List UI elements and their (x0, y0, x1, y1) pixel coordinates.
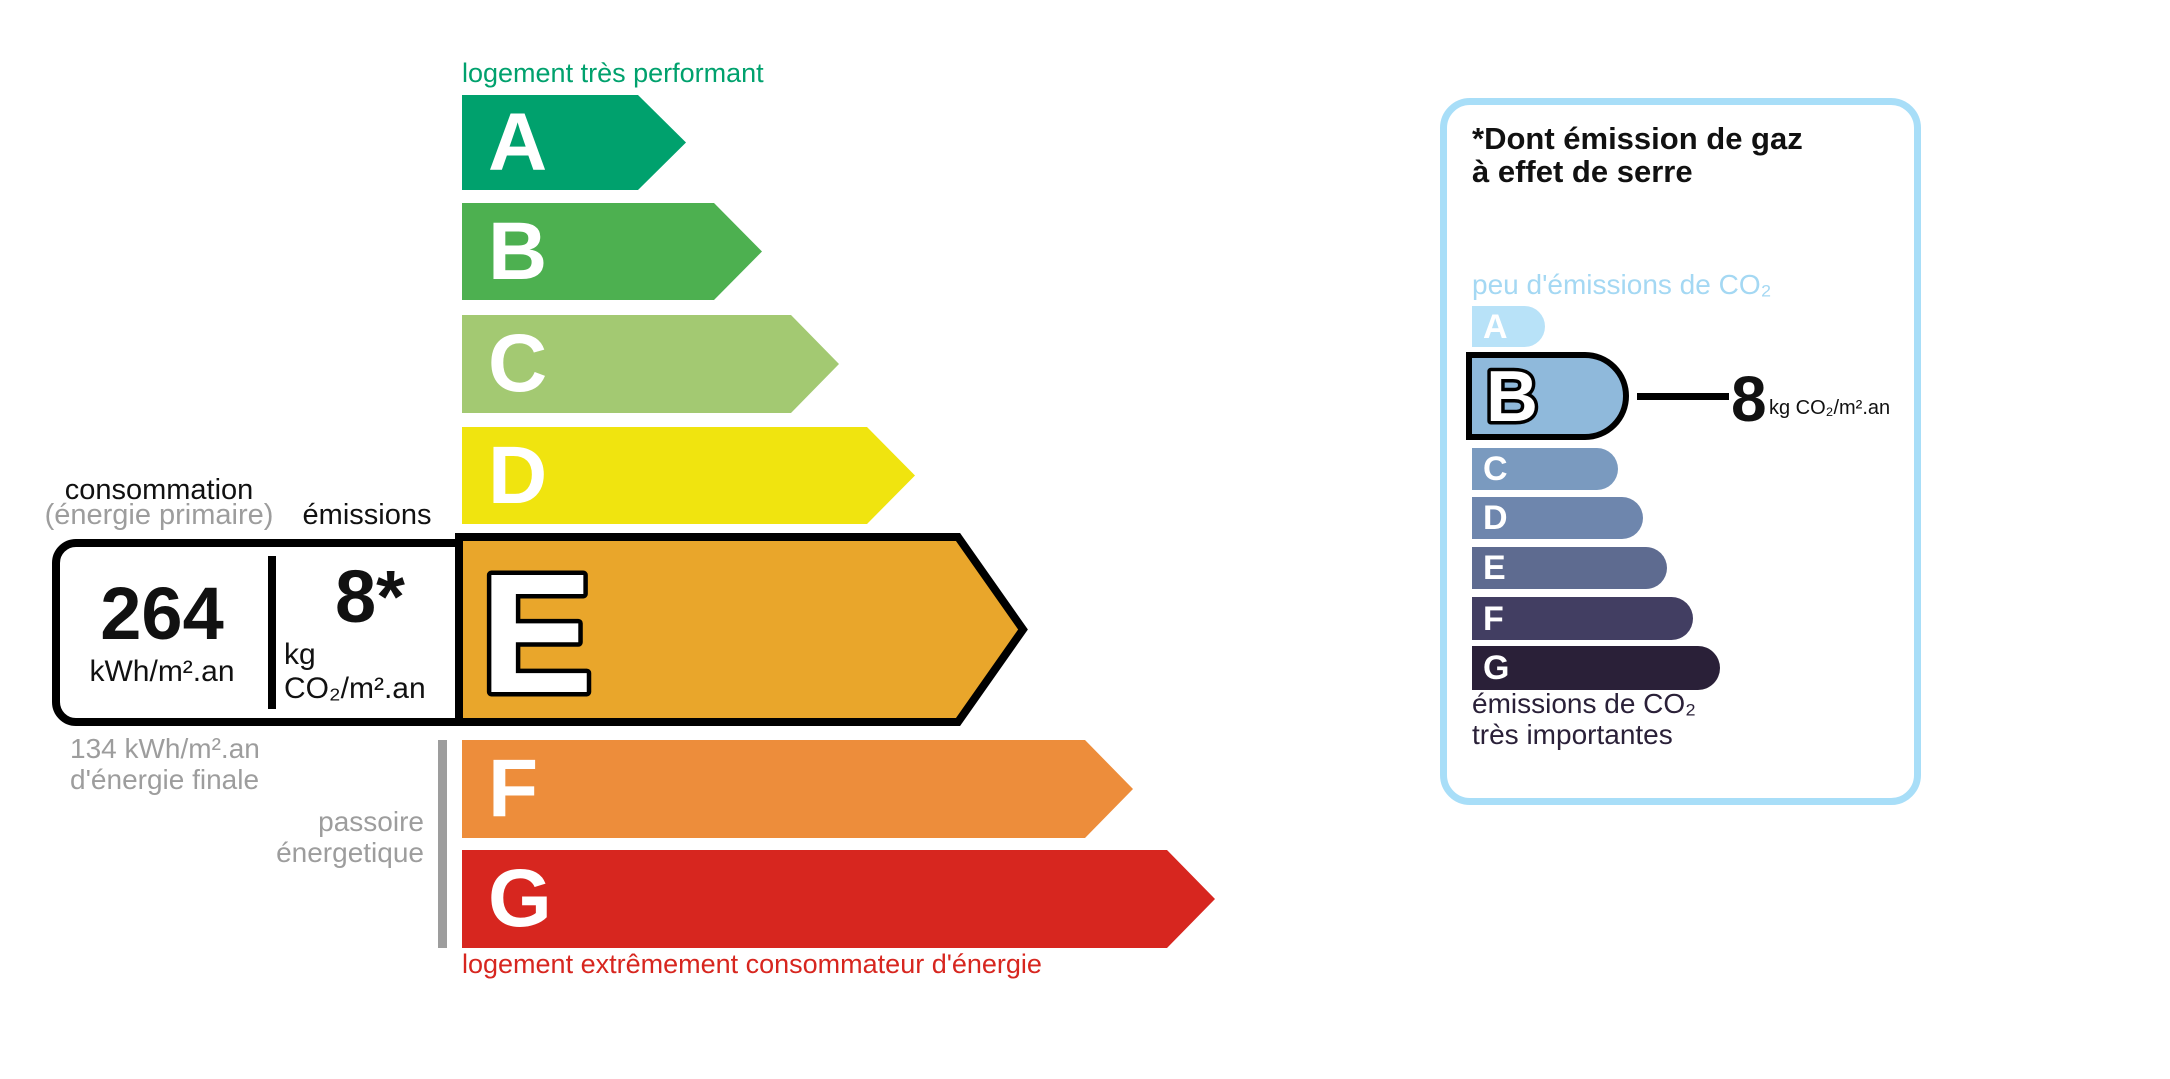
energy-class-arrow-d: D (462, 427, 915, 524)
energy-class-letter-b: B (488, 205, 548, 297)
emissions-unit: kg CO₂/m².an (284, 638, 426, 705)
co2-class-letter-a: A (1483, 307, 1508, 346)
consumption-value: 264 (100, 572, 224, 655)
final-energy-line2: d'énergie finale (70, 764, 260, 795)
co2-class-letter-d: D (1483, 499, 1508, 537)
co2-value: 8 (1731, 363, 1767, 435)
co2-value-unit: kg CO₂/m².an (1769, 397, 1891, 419)
reading-box (52, 539, 463, 726)
energy-class-letter-g: G (488, 853, 552, 944)
energy-class-arrow-a: A (462, 95, 686, 190)
energy-class-letter-d: D (488, 429, 548, 521)
co2-class-bar-g: G (1472, 646, 1720, 690)
co2-panel-title: *Dont émission de gaz à effet de serre (1472, 122, 1803, 188)
co2-class-bar-f: F (1472, 597, 1693, 640)
energy-sieve-label: passoire énergetique (180, 806, 424, 868)
co2-class-letter-b: B (1486, 358, 1538, 434)
consumption-cell: 264 kWh/m².an (62, 563, 262, 703)
co2-class-letter-f: F (1483, 599, 1504, 638)
energy-sieve-line1: passoire (318, 806, 424, 837)
high-emissions-line2: très importantes (1472, 719, 1673, 750)
emissions-label: émissions (302, 499, 432, 531)
consumption-label: consommation (64, 474, 254, 506)
co2-panel-title-line2: à effet de serre (1472, 154, 1693, 189)
top-performance-label: logement très performant (462, 58, 764, 88)
energy-class-letter-f: F (488, 743, 539, 834)
final-energy-line1: 134 kWh/m².an (70, 733, 260, 764)
energy-class-arrow-g: G (462, 850, 1215, 948)
co2-panel-title-line1: *Dont émission de gaz (1472, 121, 1803, 156)
reading-box-divider (268, 556, 276, 709)
energy-sieve-line2: énergetique (276, 837, 424, 868)
emissions-value: 8* (335, 555, 405, 638)
co2-class-letter-g: G (1483, 649, 1510, 687)
emissions-cell: 8* kg CO₂/m².an (284, 555, 456, 706)
energy-class-arrow-b: B (462, 203, 762, 300)
co2-class-bar-a: A (1472, 306, 1545, 347)
bottom-performance-label: logement extrêmement consommateur d'éner… (462, 949, 1042, 979)
co2-class-bar-d: D (1472, 497, 1643, 539)
high-emissions-line1: émissions de CO₂ (1472, 688, 1697, 719)
high-emissions-label: émissions de CO₂ très importantes (1472, 688, 1696, 750)
energy-sieve-bracket-bar (438, 740, 447, 948)
energy-class-arrow-c: C (462, 315, 839, 413)
energy-class-arrow-e-highlighted: E (455, 533, 1028, 730)
co2-class-letter-e: E (1483, 549, 1506, 587)
co2-class-letter-c: C (1483, 450, 1508, 488)
consumption-header: consommation (énergie primaire) (28, 474, 290, 531)
primary-energy-sublabel: (énergie primaire) (44, 499, 274, 531)
energy-class-letter-e: E (480, 539, 593, 729)
final-energy-note: 134 kWh/m².an d'énergie finale (70, 733, 260, 795)
energy-class-arrow-f: F (462, 740, 1133, 838)
low-emissions-label: peu d'émissions de CO₂ (1472, 269, 1772, 300)
co2-class-bar-b-highlighted: B (1466, 352, 1629, 440)
co2-class-bar-c: C (1472, 448, 1618, 490)
energy-class-letter-c: C (488, 318, 548, 409)
energy-class-letter-a: A (488, 96, 548, 188)
consumption-unit: kWh/m².an (89, 655, 235, 688)
co2-class-bar-e: E (1472, 547, 1667, 589)
co2-value-connector-line (1637, 393, 1729, 400)
